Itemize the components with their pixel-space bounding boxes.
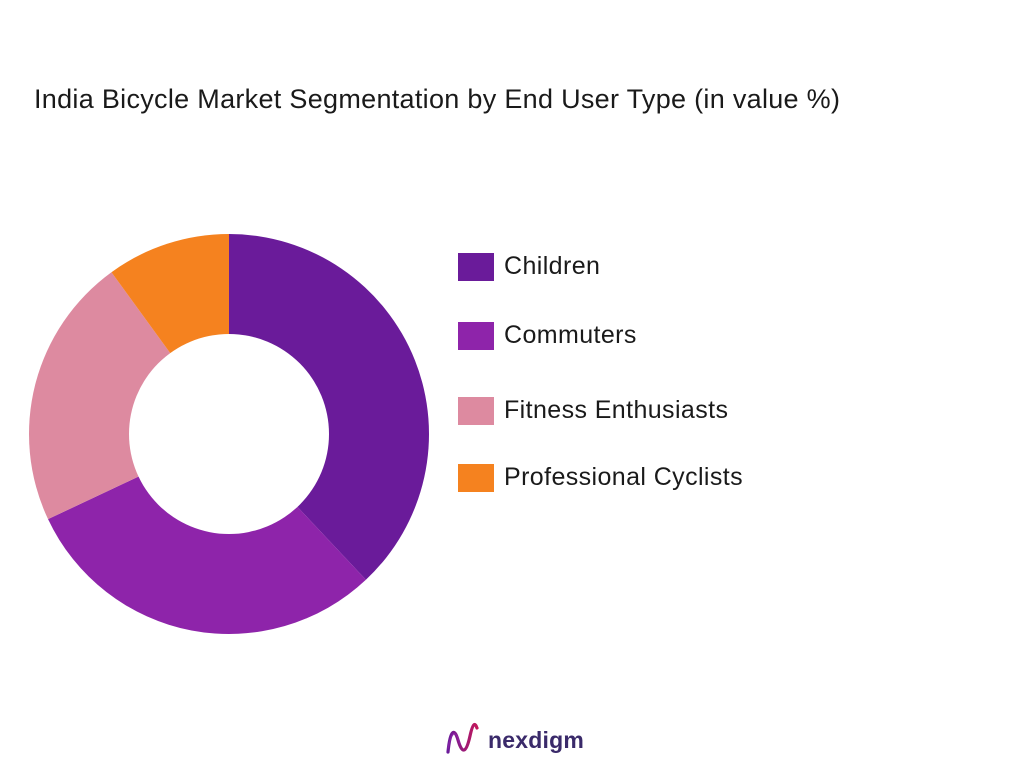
- brand-footer: nexdigm: [444, 722, 584, 758]
- chart-title: India Bicycle Market Segmentation by End…: [34, 84, 841, 114]
- legend-swatch: [458, 396, 494, 425]
- legend-label: Professional Cyclists: [504, 463, 744, 491]
- slice-commuters: [48, 434, 366, 634]
- nexdigm-logo-icon: [446, 722, 479, 754]
- legend-item: Fitness Enthusiasts: [458, 396, 728, 425]
- legend-label: Children: [504, 252, 601, 280]
- donut-slices: [28, 234, 429, 634]
- slice-children: [229, 234, 429, 580]
- legend-label: Fitness Enthusiasts: [504, 396, 729, 424]
- legend-item: Children: [458, 252, 600, 281]
- legend-item: Professional Cyclists: [458, 463, 743, 492]
- legend-swatch: [458, 252, 494, 281]
- donut-hole: [129, 334, 329, 534]
- legend-swatch: [458, 321, 494, 350]
- legend-item: Commuters: [458, 321, 637, 350]
- legend-swatch: [458, 463, 494, 492]
- brand-name: nexdigm: [488, 726, 584, 753]
- legend-label: Commuters: [504, 321, 637, 349]
